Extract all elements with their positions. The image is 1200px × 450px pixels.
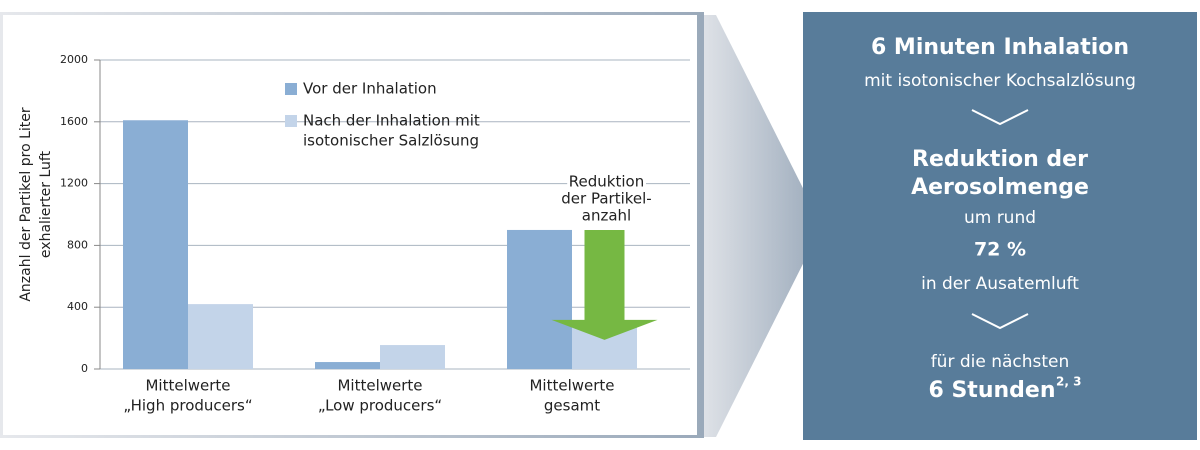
panel-duration-intro: für die nächsten: [931, 352, 1070, 372]
x-tick-label: Mittelwerte: [529, 377, 614, 395]
annotation-text: Reduktion: [569, 173, 644, 191]
x-tick-label: Mittelwerte: [145, 377, 230, 395]
reduction-arrow: [551, 229, 658, 340]
y-tick-label: 2000: [60, 53, 88, 66]
panel-duration: 6 Stunden: [929, 378, 1056, 403]
legend-swatch: [285, 115, 297, 127]
panel-title: 6 Minuten Inhalation: [871, 35, 1129, 60]
annotation-text: anzahl: [582, 207, 631, 225]
y-tick-label: 400: [67, 300, 88, 313]
legend-label: Nach der Inhalation mit: [303, 112, 480, 130]
chevron: [971, 109, 1029, 126]
y-tick-label: 800: [67, 238, 88, 251]
x-tick-label: Mittelwerte: [337, 377, 422, 395]
x-tick-label: „High producers“: [123, 397, 252, 415]
annotation-text: der Partikel-: [561, 190, 651, 208]
y-axis-label: exhalierter Luft: [38, 150, 54, 258]
bar: [315, 362, 380, 369]
legend-label: isotonischer Salzlösung: [303, 132, 479, 150]
y-tick-label: 1200: [60, 177, 88, 190]
legend-label: Vor der Inhalation: [303, 80, 437, 98]
legend-swatch: [285, 83, 297, 95]
y-tick-label: 0: [81, 362, 88, 375]
info-panel: [803, 12, 1197, 440]
panel-percent: 72 %: [974, 239, 1026, 261]
y-axis-label: Anzahl der Partikel pro Liter: [18, 107, 34, 302]
bar: [507, 229, 572, 369]
bar: [123, 120, 188, 369]
panel-result: Reduktion der: [912, 147, 1088, 172]
panel-prefix: um rund: [964, 208, 1036, 228]
connector-arrow: [690, 15, 822, 437]
panel-footnote: 2, 3: [1056, 375, 1081, 389]
x-tick-label: „Low producers“: [318, 397, 442, 415]
x-tick-label: gesamt: [544, 397, 600, 415]
bar: [380, 345, 445, 369]
bar: [188, 304, 253, 369]
panel-suffix: in der Ausatemluft: [921, 274, 1079, 294]
y-tick-label: 1600: [60, 115, 88, 128]
chevron: [971, 313, 1029, 330]
chart-area: [3, 15, 697, 435]
panel-result: Aerosolmenge: [911, 175, 1089, 200]
panel-subtitle: mit isotonischer Kochsalzlösung: [864, 71, 1136, 91]
